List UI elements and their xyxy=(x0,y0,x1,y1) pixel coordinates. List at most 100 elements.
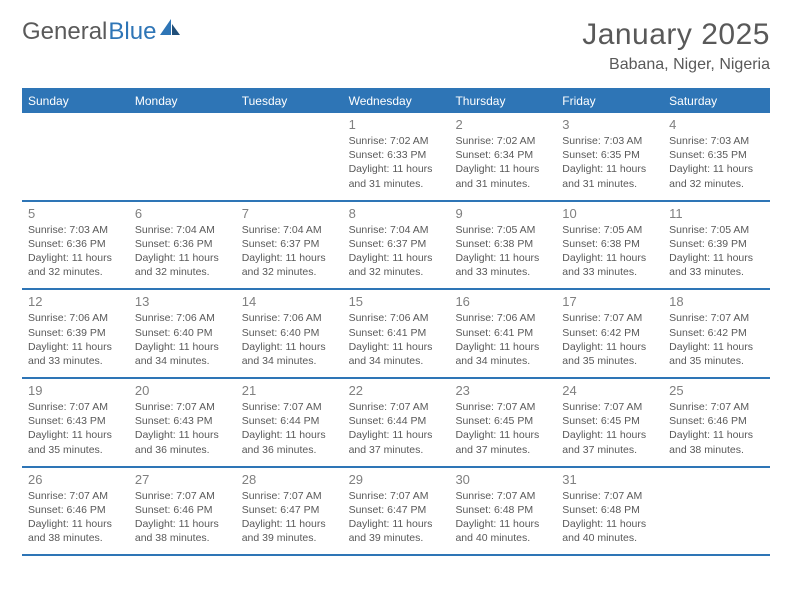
sunrise-line: Sunrise: 7:05 AM xyxy=(455,223,550,237)
calendar-cell: 11Sunrise: 7:05 AMSunset: 6:39 PMDayligh… xyxy=(663,202,770,289)
day-number: 22 xyxy=(349,383,444,398)
sunrise-line: Sunrise: 7:05 AM xyxy=(562,223,657,237)
sunset-line: Sunset: 6:37 PM xyxy=(242,237,337,251)
daylight-line: Daylight: 11 hours xyxy=(455,162,550,176)
calendar-cell: 1Sunrise: 7:02 AMSunset: 6:33 PMDaylight… xyxy=(343,113,450,200)
sunset-line: Sunset: 6:48 PM xyxy=(562,503,657,517)
daylight-line: and 32 minutes. xyxy=(349,265,444,279)
calendar-header-row: SundayMondayTuesdayWednesdayThursdayFrid… xyxy=(22,88,770,113)
daylight-line: Daylight: 11 hours xyxy=(455,428,550,442)
sunset-line: Sunset: 6:35 PM xyxy=(669,148,764,162)
daylight-line: Daylight: 11 hours xyxy=(28,340,123,354)
daylight-line: and 38 minutes. xyxy=(669,443,764,457)
sunset-line: Sunset: 6:48 PM xyxy=(455,503,550,517)
day-number: 28 xyxy=(242,472,337,487)
calendar-cell: 29Sunrise: 7:07 AMSunset: 6:47 PMDayligh… xyxy=(343,468,450,555)
daylight-line: and 39 minutes. xyxy=(242,531,337,545)
calendar-cell: 25Sunrise: 7:07 AMSunset: 6:46 PMDayligh… xyxy=(663,379,770,466)
day-number: 21 xyxy=(242,383,337,398)
daylight-line: and 39 minutes. xyxy=(349,531,444,545)
calendar-cell: 13Sunrise: 7:06 AMSunset: 6:40 PMDayligh… xyxy=(129,290,236,377)
page-title: January 2025 xyxy=(582,18,770,52)
day-number: 26 xyxy=(28,472,123,487)
day-number: 20 xyxy=(135,383,230,398)
calendar-cell: 14Sunrise: 7:06 AMSunset: 6:40 PMDayligh… xyxy=(236,290,343,377)
sunset-line: Sunset: 6:38 PM xyxy=(455,237,550,251)
calendar-cell: 27Sunrise: 7:07 AMSunset: 6:46 PMDayligh… xyxy=(129,468,236,555)
calendar-cell: 22 Sunrise: 7:07 AMSunset: 6:44 PMDayligh… xyxy=(343,379,450,466)
sunset-line: Sunset: 6:40 PM xyxy=(135,326,230,340)
calendar-cell: 3Sunrise: 7:03 AMSunset: 6:35 PMDaylight… xyxy=(556,113,663,200)
sunrise-line: Sunrise: 7:06 AM xyxy=(28,311,123,325)
sunrise-line: Sunrise: 7:07 AM xyxy=(562,311,657,325)
daylight-line: and 32 minutes. xyxy=(28,265,123,279)
sunrise-line: Sunrise: 7:07 AM xyxy=(242,400,337,414)
day-number: 19 xyxy=(28,383,123,398)
calendar-cell: 12Sunrise: 7:06 AMSunset: 6:39 PMDayligh… xyxy=(22,290,129,377)
day-number: 5 xyxy=(28,206,123,221)
day-number: 31 xyxy=(562,472,657,487)
day-header: Thursday xyxy=(449,90,556,113)
day-number: 13 xyxy=(135,294,230,309)
sunrise-line: Sunrise: 7:03 AM xyxy=(562,134,657,148)
sunrise-line: Sunrise: 7:07 AM xyxy=(28,400,123,414)
day-number: 7 xyxy=(242,206,337,221)
daylight-line: and 35 minutes. xyxy=(28,443,123,457)
sunrise-line: Sunrise: 7:07 AM xyxy=(349,400,444,414)
sunset-line: Sunset: 6:47 PM xyxy=(242,503,337,517)
daylight-line: Daylight: 11 hours xyxy=(455,340,550,354)
daylight-line: and 34 minutes. xyxy=(135,354,230,368)
daylight-line: Daylight: 11 hours xyxy=(242,428,337,442)
calendar-cell: 5Sunrise: 7:03 AMSunset: 6:36 PMDaylight… xyxy=(22,202,129,289)
sunrise-line: Sunrise: 7:06 AM xyxy=(135,311,230,325)
daylight-line: Daylight: 11 hours xyxy=(562,517,657,531)
daylight-line: Daylight: 11 hours xyxy=(349,517,444,531)
calendar-cell: 31Sunrise: 7:07 AMSunset: 6:48 PMDayligh… xyxy=(556,468,663,555)
calendar-cell xyxy=(22,113,129,200)
sunset-line: Sunset: 6:45 PM xyxy=(455,414,550,428)
brand-logo: GeneralBlue xyxy=(22,18,181,46)
daylight-line: Daylight: 11 hours xyxy=(28,517,123,531)
location-label: Babana, Niger, Nigeria xyxy=(582,56,770,74)
brand-blue: Blue xyxy=(108,18,156,46)
daylight-line: Daylight: 11 hours xyxy=(349,428,444,442)
sunrise-line: Sunrise: 7:06 AM xyxy=(349,311,444,325)
sunrise-line: Sunrise: 7:07 AM xyxy=(455,489,550,503)
daylight-line: Daylight: 11 hours xyxy=(669,428,764,442)
calendar-cell: 18Sunrise: 7:07 AMSunset: 6:42 PMDayligh… xyxy=(663,290,770,377)
calendar-week: 1Sunrise: 7:02 AMSunset: 6:33 PMDaylight… xyxy=(22,113,770,202)
sunrise-line: Sunrise: 7:07 AM xyxy=(669,311,764,325)
day-number: 10 xyxy=(562,206,657,221)
daylight-line: Daylight: 11 hours xyxy=(562,340,657,354)
daylight-line: and 37 minutes. xyxy=(455,443,550,457)
day-number: 6 xyxy=(135,206,230,221)
sunset-line: Sunset: 6:44 PM xyxy=(242,414,337,428)
sunrise-line: Sunrise: 7:07 AM xyxy=(562,400,657,414)
sunrise-line: Sunrise: 7:06 AM xyxy=(242,311,337,325)
day-number: 9 xyxy=(455,206,550,221)
daylight-line: Daylight: 11 hours xyxy=(349,340,444,354)
sunset-line: Sunset: 6:42 PM xyxy=(669,326,764,340)
sunrise-line: Sunrise: 7:05 AM xyxy=(669,223,764,237)
sunrise-line: Sunrise: 7:02 AM xyxy=(455,134,550,148)
daylight-line: and 32 minutes. xyxy=(669,177,764,191)
calendar-cell: 23Sunrise: 7:07 AMSunset: 6:45 PMDayligh… xyxy=(449,379,556,466)
daylight-line: and 32 minutes. xyxy=(135,265,230,279)
calendar-cell: 21 Sunrise: 7:07 AMSunset: 6:44 PMDayligh… xyxy=(236,379,343,466)
sunset-line: Sunset: 6:46 PM xyxy=(28,503,123,517)
daylight-line: Daylight: 11 hours xyxy=(349,251,444,265)
daylight-line: and 36 minutes. xyxy=(242,443,337,457)
day-number: 30 xyxy=(455,472,550,487)
title-block: January 2025 Babana, Niger, Nigeria xyxy=(582,18,770,74)
day-number: 29 xyxy=(349,472,444,487)
daylight-line: and 31 minutes. xyxy=(349,177,444,191)
day-header: Tuesday xyxy=(236,90,343,113)
sunrise-line: Sunrise: 7:04 AM xyxy=(242,223,337,237)
calendar-cell xyxy=(236,113,343,200)
daylight-line: and 33 minutes. xyxy=(669,265,764,279)
sunrise-line: Sunrise: 7:03 AM xyxy=(28,223,123,237)
day-number: 25 xyxy=(669,383,764,398)
day-number: 11 xyxy=(669,206,764,221)
sunset-line: Sunset: 6:44 PM xyxy=(349,414,444,428)
daylight-line: and 40 minutes. xyxy=(562,531,657,545)
